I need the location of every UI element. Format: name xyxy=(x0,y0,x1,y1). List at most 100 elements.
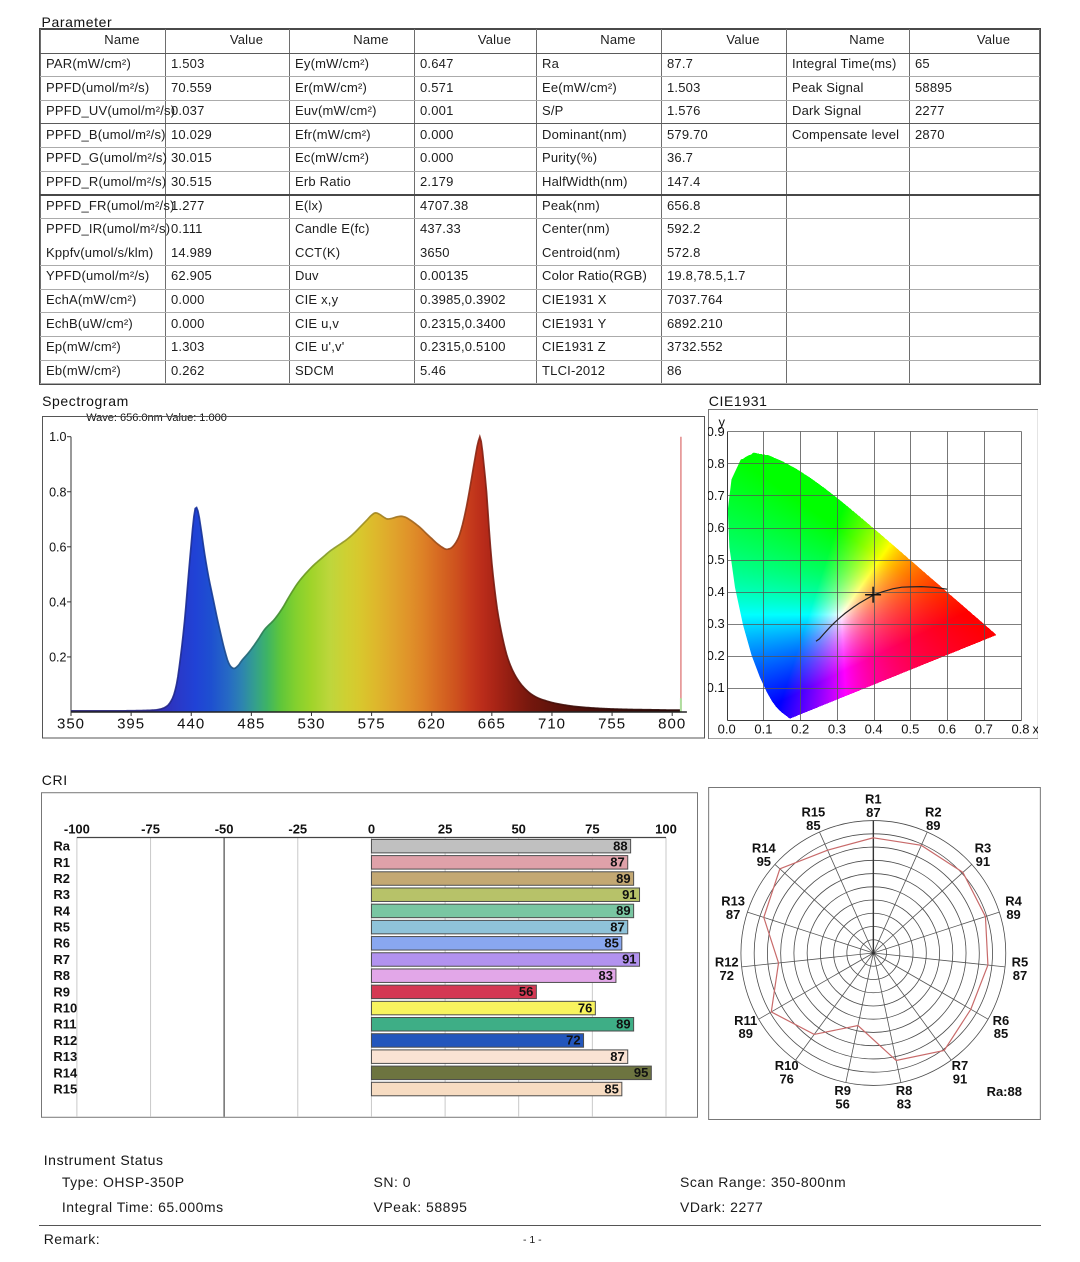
svg-text:0.8: 0.8 xyxy=(708,456,725,471)
svg-text:89: 89 xyxy=(926,818,940,833)
svg-text:56: 56 xyxy=(519,984,533,999)
svg-text:800: 800 xyxy=(658,716,686,733)
svg-text:R13: R13 xyxy=(54,1049,78,1064)
svg-text:R4: R4 xyxy=(1005,893,1022,908)
svg-text:530: 530 xyxy=(297,716,325,733)
svg-text:665: 665 xyxy=(478,716,506,733)
svg-text:89: 89 xyxy=(616,870,630,885)
svg-text:Ra: Ra xyxy=(54,838,71,853)
svg-text:R1: R1 xyxy=(865,791,882,806)
svg-text:85: 85 xyxy=(993,1026,1007,1041)
svg-text:0.0: 0.0 xyxy=(717,722,735,737)
svg-text:89: 89 xyxy=(1006,907,1020,922)
svg-text:Ra:88: Ra:88 xyxy=(986,1084,1021,1099)
svg-text:x: x xyxy=(1032,722,1038,737)
svg-text:89: 89 xyxy=(738,1026,752,1041)
svg-text:R8: R8 xyxy=(54,968,71,983)
svg-text:0.2: 0.2 xyxy=(791,722,809,737)
svg-text:R7: R7 xyxy=(54,952,71,967)
svg-text:85: 85 xyxy=(605,1081,619,1096)
svg-text:R10: R10 xyxy=(54,1000,78,1015)
svg-text:485: 485 xyxy=(237,716,265,733)
svg-text:-100: -100 xyxy=(64,821,90,836)
svg-text:87: 87 xyxy=(610,854,624,869)
svg-text:R15: R15 xyxy=(801,804,825,819)
svg-text:0.8: 0.8 xyxy=(49,485,66,499)
svg-text:R6: R6 xyxy=(54,935,71,950)
svg-text:0.1: 0.1 xyxy=(754,722,772,737)
svg-text:440: 440 xyxy=(177,716,205,733)
svg-text:0.3: 0.3 xyxy=(708,616,725,631)
svg-text:1.0: 1.0 xyxy=(49,430,66,444)
svg-text:R12: R12 xyxy=(715,954,739,969)
svg-text:75: 75 xyxy=(585,821,599,836)
svg-text:91: 91 xyxy=(952,1072,966,1087)
svg-text:R15: R15 xyxy=(54,1081,78,1096)
svg-text:R9: R9 xyxy=(54,984,71,999)
svg-text:88: 88 xyxy=(613,838,627,853)
svg-text:85: 85 xyxy=(605,935,619,950)
svg-text:87: 87 xyxy=(610,919,624,934)
svg-text:620: 620 xyxy=(418,716,446,733)
svg-text:0.7: 0.7 xyxy=(708,488,725,503)
svg-text:0: 0 xyxy=(368,821,375,836)
svg-text:395: 395 xyxy=(117,716,145,733)
svg-text:83: 83 xyxy=(896,1097,910,1112)
svg-text:95: 95 xyxy=(756,854,770,869)
svg-text:0.5: 0.5 xyxy=(708,552,725,567)
svg-text:0.5: 0.5 xyxy=(901,722,919,737)
svg-text:50: 50 xyxy=(512,821,526,836)
svg-text:0.8: 0.8 xyxy=(1011,722,1029,737)
svg-text:100: 100 xyxy=(655,821,677,836)
svg-text:R8: R8 xyxy=(895,1083,912,1098)
svg-text:y: y xyxy=(718,414,725,429)
svg-text:R6: R6 xyxy=(992,1013,1009,1028)
svg-text:72: 72 xyxy=(719,968,733,983)
svg-text:710: 710 xyxy=(538,716,566,733)
svg-text:R1: R1 xyxy=(54,854,71,869)
svg-text:R4: R4 xyxy=(54,903,71,918)
svg-text:R11: R11 xyxy=(734,1013,757,1028)
svg-text:91: 91 xyxy=(622,887,636,902)
svg-text:25: 25 xyxy=(438,821,452,836)
svg-text:87: 87 xyxy=(1012,968,1026,983)
svg-text:0.1: 0.1 xyxy=(708,680,725,695)
svg-text:0.7: 0.7 xyxy=(974,722,992,737)
svg-text:R12: R12 xyxy=(54,1033,78,1048)
svg-text:R3: R3 xyxy=(974,840,991,855)
svg-text:R2: R2 xyxy=(54,871,71,886)
svg-text:91: 91 xyxy=(975,854,989,869)
svg-text:76: 76 xyxy=(779,1072,793,1087)
svg-text:76: 76 xyxy=(578,1000,592,1015)
svg-text:89: 89 xyxy=(616,903,630,918)
svg-text:85: 85 xyxy=(806,818,820,833)
svg-text:72: 72 xyxy=(566,1032,580,1047)
svg-text:R14: R14 xyxy=(752,840,777,855)
svg-text:575: 575 xyxy=(358,716,386,733)
svg-text:56: 56 xyxy=(835,1097,849,1112)
svg-text:89: 89 xyxy=(616,1016,630,1031)
svg-text:R3: R3 xyxy=(54,887,71,902)
svg-text:87: 87 xyxy=(726,907,740,922)
svg-text:87: 87 xyxy=(866,805,880,820)
svg-text:R9: R9 xyxy=(834,1083,851,1098)
svg-text:-50: -50 xyxy=(215,821,234,836)
svg-text:R5: R5 xyxy=(54,919,71,934)
svg-text:95: 95 xyxy=(634,1065,648,1080)
svg-text:0.6: 0.6 xyxy=(708,520,725,535)
svg-text:0.6: 0.6 xyxy=(938,722,956,737)
svg-text:0.9: 0.9 xyxy=(708,424,725,439)
svg-text:0.2: 0.2 xyxy=(49,650,66,664)
svg-text:87: 87 xyxy=(610,1049,624,1064)
svg-text:R14: R14 xyxy=(54,1065,79,1080)
svg-text:0.3: 0.3 xyxy=(828,722,846,737)
svg-text:-25: -25 xyxy=(289,821,308,836)
svg-text:83: 83 xyxy=(599,968,613,983)
svg-text:R13: R13 xyxy=(721,893,745,908)
svg-text:R10: R10 xyxy=(774,1058,798,1073)
svg-text:0.6: 0.6 xyxy=(49,540,66,554)
svg-text:0.4: 0.4 xyxy=(864,722,882,737)
svg-text:R7: R7 xyxy=(951,1058,968,1073)
svg-text:0.4: 0.4 xyxy=(49,595,66,609)
svg-text:755: 755 xyxy=(598,716,626,733)
